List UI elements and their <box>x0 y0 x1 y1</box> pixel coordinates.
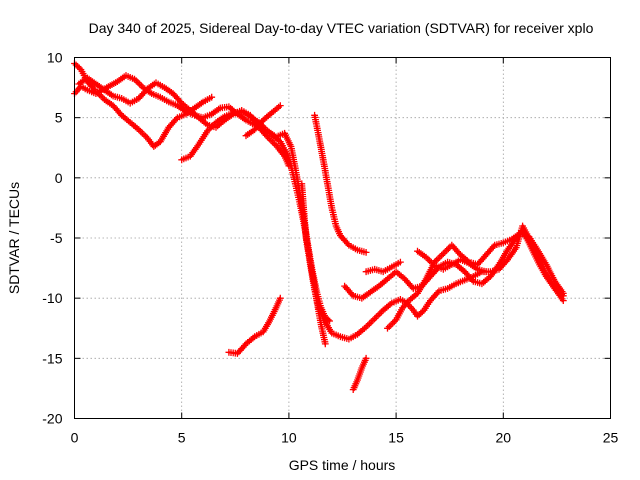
series-track-1 <box>71 60 216 150</box>
y-tick-label: 10 <box>47 50 63 66</box>
x-axis-label: GPS time / hours <box>289 457 396 473</box>
x-tick-label: 5 <box>178 430 186 446</box>
data-point-plus <box>414 312 421 320</box>
data-point-plus <box>348 290 356 298</box>
data-point-plus <box>482 268 490 276</box>
x-tick-label: 15 <box>388 430 404 446</box>
series-track-7 <box>311 111 370 256</box>
y-tick-label: -5 <box>50 230 63 246</box>
data-point-plus <box>285 162 293 170</box>
chart-title: Day 340 of 2025, Sidereal Day-to-day VTE… <box>89 20 594 36</box>
data-point-plus <box>262 131 270 139</box>
data-point-plus <box>116 110 124 118</box>
data-point-plus <box>208 93 216 101</box>
series-track-11 <box>225 294 284 357</box>
series-trail <box>227 297 282 355</box>
data-point-plus <box>276 102 284 109</box>
series-track-12 <box>349 354 370 393</box>
x-tick-labels: 0 5 10 15 20 25 <box>71 430 619 446</box>
grid-lines <box>74 57 611 419</box>
data-point-plus <box>455 249 463 257</box>
axis-ticks <box>74 57 611 419</box>
data-point-plus <box>321 340 329 348</box>
data-point-plus <box>72 61 80 69</box>
series-trail <box>73 74 331 323</box>
series-track-9 <box>384 229 567 332</box>
data-point-plus <box>468 276 476 284</box>
y-tick-label: -15 <box>42 350 62 366</box>
x-tick-label: 10 <box>281 430 297 446</box>
data-point-plus <box>417 309 425 317</box>
data-point-plus <box>276 294 284 302</box>
y-tick-label: 5 <box>55 110 63 126</box>
data-point-plus <box>559 290 567 297</box>
y-tick-label: 0 <box>55 170 63 186</box>
y-tick-labels: -20 -15 -10 -5 0 5 10 <box>42 50 62 427</box>
y-tick-label: -20 <box>42 411 62 427</box>
series-track-2 <box>71 72 333 325</box>
data-point-plus <box>362 354 370 362</box>
series-track-13 <box>362 258 404 276</box>
data-point-plus <box>74 63 82 70</box>
y-axis-label: SDTVAR / TECUs <box>6 182 22 294</box>
data-series <box>71 60 567 393</box>
data-point-plus <box>241 342 248 349</box>
data-point-plus <box>75 64 83 72</box>
data-point-plus <box>344 240 351 247</box>
data-point-plus <box>397 258 404 266</box>
x-tick-label: 20 <box>496 430 512 446</box>
data-point-plus <box>326 317 333 325</box>
y-tick-label: -10 <box>42 290 62 306</box>
series-track-5 <box>242 102 284 140</box>
data-point-plus <box>489 243 497 251</box>
x-tick-label: 25 <box>603 430 619 446</box>
data-point-plus <box>408 283 416 291</box>
data-point-plus <box>176 98 184 105</box>
series-track-3 <box>75 74 293 170</box>
data-point-plus <box>362 249 370 256</box>
series-trail <box>73 62 213 148</box>
series-track-10 <box>414 247 490 276</box>
x-tick-label: 0 <box>71 430 79 446</box>
data-point-plus <box>172 115 180 123</box>
data-point-plus <box>258 118 266 126</box>
